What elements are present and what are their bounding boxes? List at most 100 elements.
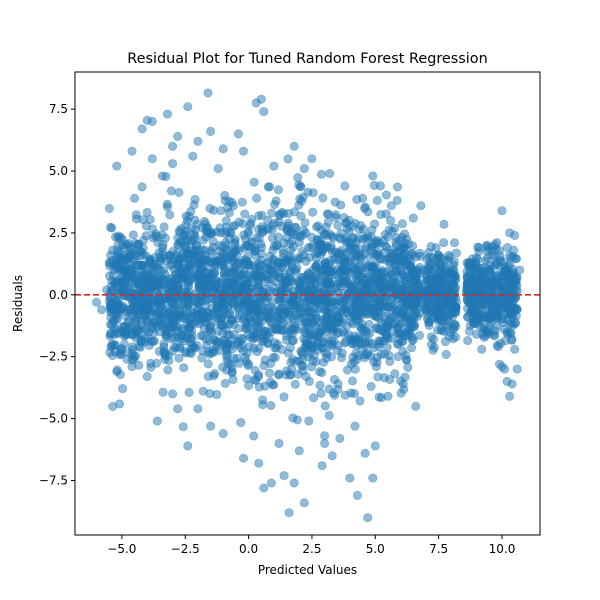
scatter-point xyxy=(295,231,305,241)
scatter-point xyxy=(163,365,173,375)
scatter-point xyxy=(487,303,497,313)
scatter-point xyxy=(440,337,450,347)
scatter-point xyxy=(338,257,348,267)
scatter-point xyxy=(492,277,502,287)
scatter-point xyxy=(228,297,238,307)
scatter-point xyxy=(464,270,474,280)
scatter-point xyxy=(499,364,509,374)
scatter-point xyxy=(220,264,230,274)
scatter-point xyxy=(104,204,114,214)
scatter-point xyxy=(346,388,356,398)
scatter-point xyxy=(302,306,312,316)
scatter-point xyxy=(449,238,459,248)
scatter-point xyxy=(289,141,299,151)
scatter-point xyxy=(285,343,295,353)
scatter-point xyxy=(203,88,213,98)
scatter-point xyxy=(168,141,178,151)
scatter-point xyxy=(249,431,259,441)
scatter-point xyxy=(146,282,156,292)
scatter-point xyxy=(317,461,327,471)
y-tick-label: 0.0 xyxy=(49,288,68,302)
scatter-point xyxy=(182,254,192,264)
scatter-point xyxy=(166,186,176,196)
scatter-point xyxy=(349,331,359,341)
x-tick-label: 5.0 xyxy=(366,542,385,556)
scatter-point xyxy=(273,185,283,195)
scatter-point xyxy=(235,310,245,320)
scatter-point xyxy=(429,275,439,285)
scatter-point xyxy=(128,230,138,240)
scatter-point xyxy=(122,264,132,274)
scatter-point xyxy=(342,321,352,331)
scatter-point xyxy=(167,298,177,308)
scatter-point xyxy=(431,310,441,320)
scatter-point xyxy=(512,364,522,374)
scatter-point xyxy=(263,339,273,349)
scatter-point xyxy=(266,400,276,410)
scatter-point xyxy=(109,329,119,339)
scatter-point xyxy=(387,245,397,255)
scatter-point xyxy=(331,298,341,308)
scatter-point xyxy=(477,344,487,354)
scatter-point xyxy=(314,330,324,340)
scatter-point xyxy=(165,321,175,331)
scatter-point xyxy=(313,221,323,231)
scatter-point xyxy=(112,161,122,171)
scatter-point xyxy=(217,298,227,308)
scatter-point xyxy=(321,278,331,288)
scatter-point xyxy=(160,233,170,243)
scatter-point xyxy=(297,354,307,364)
scatter-point xyxy=(418,265,428,275)
scatter-point xyxy=(213,164,223,174)
scatter-point xyxy=(220,320,230,330)
scatter-point xyxy=(181,220,191,230)
scatter-point xyxy=(240,260,250,270)
scatter-point xyxy=(390,223,400,233)
x-tick-label: 2.5 xyxy=(302,542,321,556)
scatter-point xyxy=(441,296,451,306)
scatter-point xyxy=(402,314,412,324)
scatter-point xyxy=(401,355,411,365)
scatter-point xyxy=(235,296,245,306)
scatter-point xyxy=(505,391,515,401)
x-tick-label: 7.5 xyxy=(429,542,448,556)
scatter-point xyxy=(485,314,495,324)
scatter-point xyxy=(378,236,388,246)
scatter-point xyxy=(163,109,173,119)
scatter-point xyxy=(381,190,391,200)
scatter-point xyxy=(408,213,418,223)
scatter-point xyxy=(502,243,512,253)
scatter-point xyxy=(382,342,392,352)
scatter-point xyxy=(284,508,294,518)
scatter-point xyxy=(203,359,213,369)
scatter-point xyxy=(183,441,193,451)
scatter-point xyxy=(507,334,517,344)
scatter-point xyxy=(289,478,299,488)
scatter-point xyxy=(92,297,102,307)
scatter-point xyxy=(264,368,274,378)
scatter-point xyxy=(131,210,141,220)
scatter-point xyxy=(228,279,238,289)
scatter-point xyxy=(307,154,317,164)
scatter-point xyxy=(339,213,349,223)
scatter-point xyxy=(347,221,357,231)
scatter-point xyxy=(260,355,270,365)
scatter-point xyxy=(142,371,152,381)
scatter-point xyxy=(267,307,277,317)
scatter-point xyxy=(333,220,343,230)
scatter-point xyxy=(393,352,403,362)
scatter-point xyxy=(113,295,123,305)
scatter-point xyxy=(241,317,251,327)
scatter-point xyxy=(474,243,484,253)
scatter-point xyxy=(377,317,387,327)
scatter-point xyxy=(270,324,280,334)
scatter-point xyxy=(309,393,319,403)
scatter-point xyxy=(317,241,327,251)
scatter-point xyxy=(229,330,239,340)
scatter-point xyxy=(349,357,359,367)
scatter-point xyxy=(187,334,197,344)
scatter-point xyxy=(118,384,128,394)
scatter-point xyxy=(240,234,250,244)
scatter-point xyxy=(252,193,262,203)
